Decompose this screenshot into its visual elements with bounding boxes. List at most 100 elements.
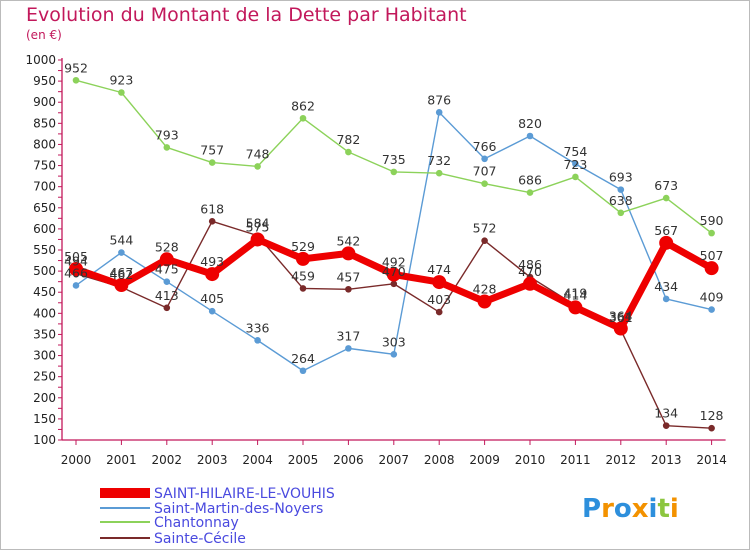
data-point — [662, 194, 670, 202]
data-label: 707 — [473, 164, 497, 179]
y-tick-label: 700 — [33, 180, 56, 194]
y-tick-label: 250 — [33, 370, 56, 384]
y-tick-label: 450 — [33, 285, 56, 299]
legend-label: Saint-Martin-des-Noyers — [154, 501, 323, 517]
data-point — [163, 278, 171, 285]
logo-letter: i — [670, 494, 679, 524]
data-point — [72, 282, 80, 289]
data-label: 361 — [609, 310, 633, 325]
data-label: 419 — [563, 285, 587, 300]
x-tick-label: 2003 — [197, 453, 228, 467]
x-tick-label: 2002 — [152, 453, 183, 467]
data-point — [345, 148, 352, 156]
x-tick-label: 2005 — [288, 453, 319, 467]
data-label: 618 — [200, 201, 224, 216]
data-label: 466 — [64, 265, 88, 280]
data-label: 754 — [563, 144, 587, 159]
data-point — [526, 132, 534, 140]
y-tick-label: 650 — [33, 201, 56, 215]
data-point — [345, 345, 352, 352]
data-point — [208, 159, 216, 166]
x-tick-label: 2014 — [696, 453, 727, 467]
chart-title: Evolution du Montant de la Dette par Hab… — [26, 4, 467, 26]
data-label: 492 — [382, 254, 406, 269]
data-point — [481, 180, 488, 188]
data-point — [572, 173, 579, 181]
data-label: 544 — [109, 233, 133, 248]
data-label: 264 — [291, 351, 315, 366]
data-label: 409 — [700, 290, 724, 305]
data-label: 475 — [155, 262, 179, 277]
data-label: 428 — [473, 282, 497, 297]
data-point — [296, 251, 310, 266]
data-label: 923 — [109, 73, 133, 88]
series-layer — [69, 76, 719, 432]
data-point — [341, 246, 356, 261]
data-point — [435, 109, 443, 116]
data-label: 757 — [200, 143, 224, 158]
data-point — [69, 262, 83, 276]
data-point — [208, 307, 216, 315]
logo-letter: r — [601, 494, 614, 524]
logo-letter: x — [632, 494, 649, 524]
x-tick-label: 2004 — [242, 453, 273, 467]
legend: SAINT-HILAIRE-LE-VOUHISSaint-Martin-des-… — [100, 486, 335, 547]
data-point — [659, 235, 674, 250]
y-tick-label: 100 — [33, 433, 56, 447]
data-point — [617, 186, 625, 193]
data-label: 529 — [291, 239, 315, 254]
data-label: 693 — [609, 170, 633, 185]
data-label: 470 — [518, 264, 542, 279]
data-point — [613, 321, 628, 336]
data-label: 474 — [427, 262, 451, 277]
logo-letter: t — [657, 494, 669, 524]
data-label: 590 — [700, 213, 724, 228]
x-tick-label: 2000 — [61, 453, 92, 467]
data-point — [523, 276, 537, 291]
data-label: 494 — [64, 254, 88, 269]
logo-letter: i — [649, 494, 658, 524]
x-tick-label: 2012 — [606, 453, 637, 467]
data-point — [708, 306, 715, 313]
data-label: 434 — [654, 279, 678, 294]
data-label: 876 — [427, 92, 451, 107]
logo-letter: P — [582, 494, 601, 524]
y-tick-label: 750 — [33, 159, 56, 173]
data-label: 820 — [518, 116, 542, 131]
x-tick-label: 2001 — [106, 453, 137, 467]
data-point — [250, 232, 265, 247]
data-point — [254, 163, 261, 170]
data-label: 584 — [246, 216, 270, 231]
data-label: 686 — [518, 173, 542, 188]
data-point — [390, 168, 398, 176]
data-point — [617, 209, 625, 217]
data-label: 364 — [609, 309, 633, 324]
data-label: 735 — [382, 152, 406, 167]
legend-label: Chantonnay — [154, 515, 239, 531]
data-label: 457 — [336, 269, 360, 284]
data-point — [390, 350, 398, 358]
logo-text: Proxiti — [582, 494, 679, 524]
proxiti-logo: Proxiti — [582, 494, 679, 524]
data-label: 486 — [518, 257, 542, 272]
x-tick-label: 2006 — [333, 453, 364, 467]
data-label: 128 — [700, 408, 724, 423]
data-label: 952 — [64, 60, 88, 75]
axes: 100 150 200 250 300 350 400 450 500 550 600 650 700 7… — [25, 53, 726, 467]
data-point — [662, 422, 670, 429]
data-label: 414 — [563, 287, 587, 302]
y-tick-label: 500 — [33, 264, 56, 278]
data-point — [432, 275, 447, 290]
x-tick-label: 2013 — [651, 453, 682, 467]
data-label: 405 — [200, 291, 224, 306]
data-label: 528 — [155, 239, 179, 254]
y-tick-label: 800 — [33, 137, 56, 151]
data-label: 732 — [427, 153, 451, 168]
y-tick-label: 950 — [33, 74, 56, 88]
data-label: 567 — [654, 223, 678, 238]
data-point — [299, 367, 307, 375]
data-point — [662, 295, 670, 303]
legend-label: SAINT-HILAIRE-LE-VOUHIS — [154, 486, 335, 502]
data-point — [163, 304, 171, 312]
